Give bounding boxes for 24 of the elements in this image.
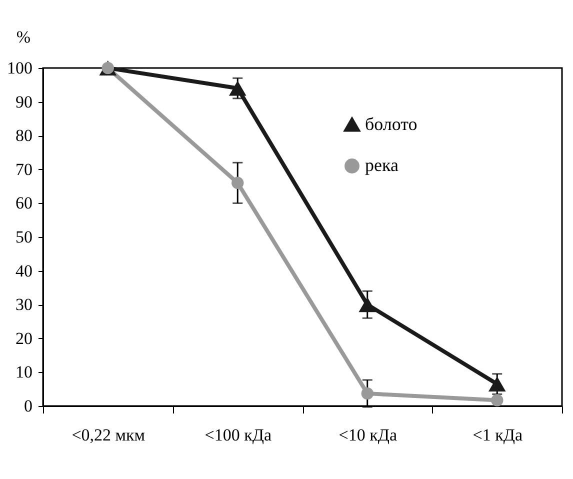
x-tick-label: <1 кДа: [472, 426, 523, 444]
point: [361, 387, 374, 400]
y-tick-label: 10: [16, 362, 32, 382]
x-tick-label: <0,22 мкм: [72, 426, 146, 444]
y-tick-label: 60: [16, 194, 32, 213]
y-tick-label: 70: [16, 160, 32, 179]
y-tick-label: 20: [16, 328, 32, 348]
point: [228, 80, 246, 96]
y-tick-label: 90: [16, 92, 32, 112]
y-tick-label: 50: [16, 228, 32, 246]
y-tick-label: 30: [16, 295, 32, 314]
legend-label: река: [365, 155, 398, 175]
y-tick-label: 40: [16, 261, 32, 280]
legend-label: болото: [365, 114, 418, 134]
point: [232, 176, 244, 190]
y-tick-label: 80: [16, 126, 32, 146]
y-tick-label: 0: [24, 396, 32, 416]
x-tick-label: <100 кДа: [204, 426, 272, 444]
y-axis-title: %: [16, 28, 31, 46]
x-tick-label: <10 кДа: [338, 426, 398, 444]
point: [491, 394, 504, 406]
y-tick-label: 100: [7, 58, 32, 78]
point: [358, 297, 376, 312]
point: [488, 376, 506, 392]
